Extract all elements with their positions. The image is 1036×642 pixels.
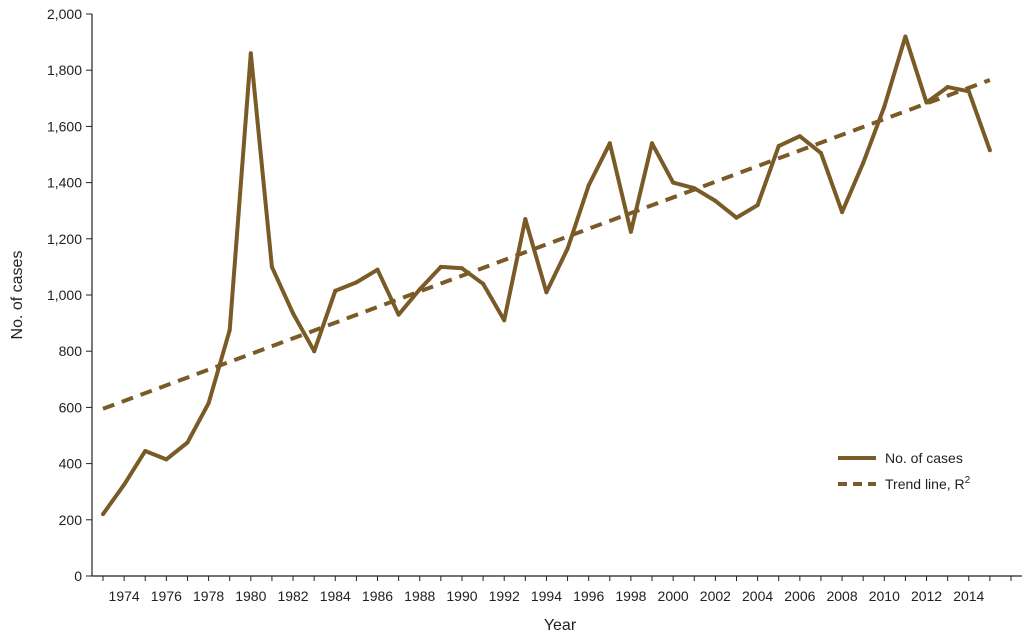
data-point (840, 210, 845, 215)
data-point (565, 246, 570, 251)
data-point (417, 287, 422, 292)
data-point (312, 349, 317, 354)
data-point (966, 89, 971, 94)
data-point (164, 457, 169, 462)
x-tick-label: 1980 (235, 588, 266, 604)
data-point (206, 401, 211, 406)
data-point (248, 51, 253, 56)
data-point (671, 180, 676, 185)
x-tick-label: 1986 (362, 588, 393, 604)
x-tick-label: 1990 (446, 588, 477, 604)
data-point (396, 312, 401, 317)
data-point (227, 328, 232, 333)
series-line-trend (102, 78, 991, 411)
data-point (650, 141, 655, 146)
data-point (122, 482, 127, 487)
x-tick-label: 1996 (573, 588, 604, 604)
y-tick-label: 200 (59, 512, 83, 528)
x-tick-label: 1998 (615, 588, 646, 604)
series-line-cases (101, 34, 992, 516)
data-point (903, 34, 908, 39)
x-tick-label: 1984 (320, 588, 351, 604)
data-point (628, 229, 633, 234)
x-tick-label: 2002 (700, 588, 731, 604)
data-point (861, 160, 866, 165)
x-axis-title: Year (544, 617, 577, 634)
data-point (291, 311, 296, 316)
x-tick-label: 2012 (911, 588, 942, 604)
series-layer (101, 34, 992, 517)
data-point (755, 203, 760, 208)
data-point (797, 134, 802, 139)
data-point (692, 186, 697, 191)
data-point (945, 85, 950, 90)
y-axis-title: No. of cases (9, 251, 26, 340)
x-tick-label: 1994 (531, 588, 562, 604)
x-tick-label: 1974 (109, 588, 140, 604)
y-tick-label: 0 (74, 568, 82, 584)
y-tick-label: 800 (59, 343, 83, 359)
data-point (713, 198, 718, 203)
y-tick-label: 1,200 (47, 231, 82, 247)
x-tick-label: 1976 (151, 588, 182, 604)
legend-label-trend-text: Trend line, R (885, 476, 965, 492)
y-tick-label: 1,800 (47, 62, 82, 78)
data-point (586, 183, 591, 188)
legend-label-trend-superscript: 2 (965, 475, 971, 486)
y-tick-label: 1,400 (47, 175, 82, 191)
legend: No. of cases Trend line, R2 (838, 450, 971, 492)
y-tick-label: 600 (59, 399, 83, 415)
x-tick-label: 2004 (742, 588, 773, 604)
x-tick-label: 2014 (953, 588, 984, 604)
data-point (101, 512, 105, 517)
data-point (734, 215, 739, 220)
data-point (544, 290, 549, 295)
x-tick-label: 2010 (869, 588, 900, 604)
x-tick-label: 1992 (489, 588, 520, 604)
data-point (523, 217, 528, 222)
data-point (185, 440, 190, 445)
ticks: 0 200 400 600 800 1,000 1,200 1,400 1,600 1,800 2,… (47, 6, 1012, 604)
y-tick-label: 1,000 (47, 287, 82, 303)
x-tick-label: 1982 (277, 588, 308, 604)
y-tick-label: 2,000 (47, 6, 82, 22)
data-point (269, 264, 274, 269)
x-tick-label: 1978 (193, 588, 224, 604)
data-point (776, 144, 781, 149)
data-point (459, 266, 464, 271)
data-point (481, 281, 486, 286)
x-tick-label: 2008 (826, 588, 857, 604)
legend-label-trend: Trend line, R2 (885, 475, 971, 492)
data-point (375, 267, 380, 272)
x-tick-label: 2000 (658, 588, 689, 604)
data-point (143, 448, 148, 453)
x-tick-label: 1988 (404, 588, 435, 604)
data-point (924, 100, 929, 105)
data-point (502, 318, 507, 323)
data-point (818, 151, 823, 156)
data-point (987, 148, 992, 153)
y-tick-label: 400 (59, 456, 83, 472)
data-point (438, 264, 443, 269)
y-tick-label: 1,600 (47, 118, 82, 134)
data-point (607, 141, 612, 146)
data-point (354, 280, 359, 285)
x-tick-label: 2006 (784, 588, 815, 604)
legend-label-cases: No. of cases (885, 450, 963, 466)
data-point (333, 288, 338, 293)
data-point (882, 104, 887, 109)
